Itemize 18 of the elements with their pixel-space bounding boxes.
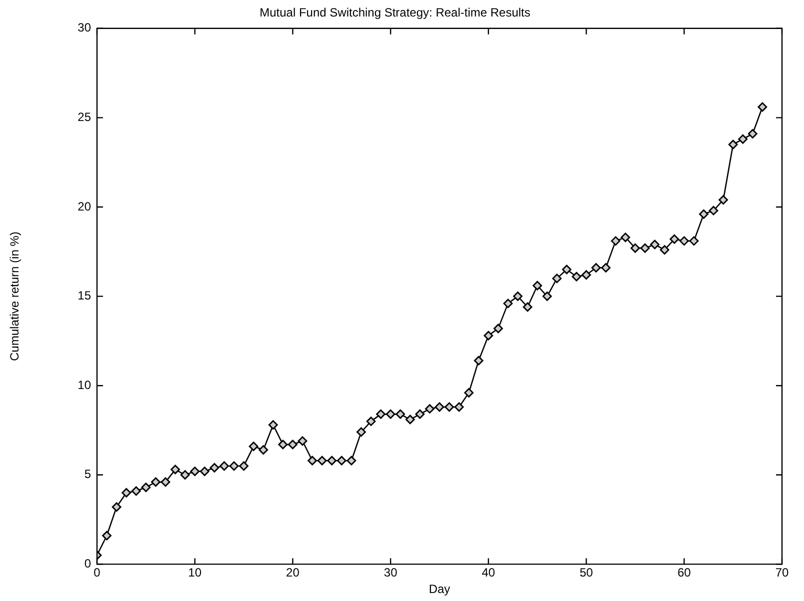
y-tick-label: 30 (78, 20, 92, 35)
x-tick-label: 40 (482, 566, 496, 580)
y-tick-label: 10 (78, 378, 92, 392)
y-tick-label: 0 (84, 556, 92, 571)
chart-title: Mutual Fund Switching Strategy: Real-time Results (260, 6, 530, 20)
x-tick-label: 0 (94, 566, 101, 580)
x-tick-label: 30 (384, 566, 398, 580)
x-tick-label: 70 (775, 566, 789, 580)
x-tick-label: 20 (286, 566, 300, 580)
y-tick-label: 5 (84, 467, 92, 482)
y-tick-label: 20 (78, 199, 92, 214)
x-axis-title: Day (428, 582, 450, 596)
x-tick-label: 50 (580, 566, 594, 580)
y-tick-label: 15 (78, 288, 92, 303)
y-axis-title: Cumulative return (in %) (8, 232, 22, 361)
y-tick-label: 25 (78, 110, 92, 124)
x-tick-label: 10 (188, 566, 202, 580)
x-tick-label: 60 (677, 566, 692, 580)
